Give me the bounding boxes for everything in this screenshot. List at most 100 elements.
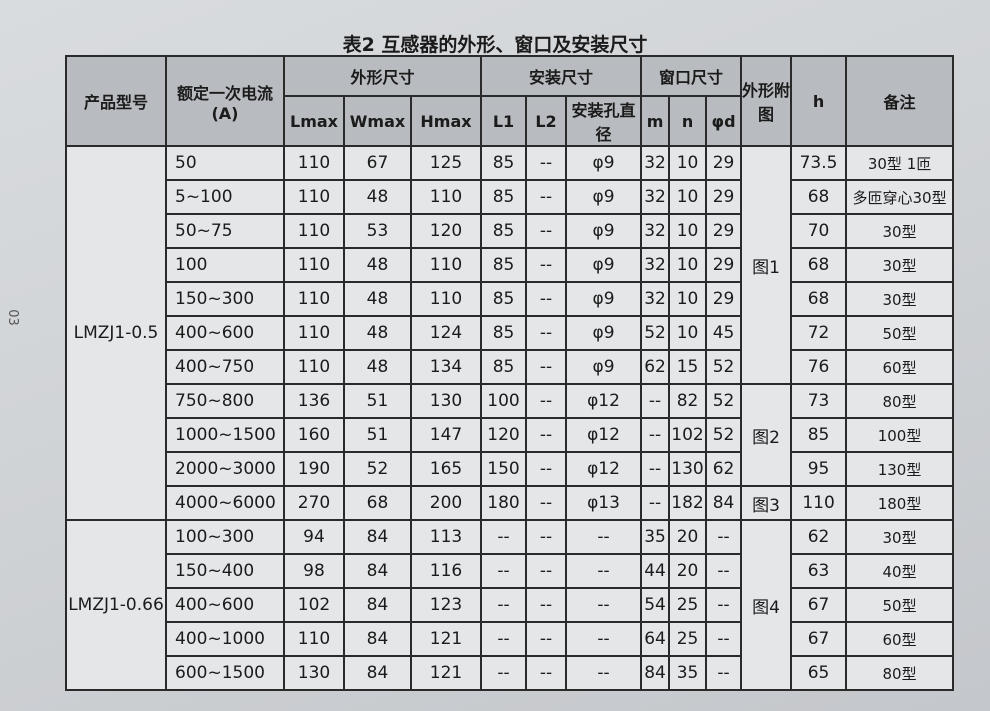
hole-cell: --	[565, 587, 643, 623]
lmax-cell: 190	[283, 451, 345, 487]
header-model: 产品型号	[65, 55, 167, 147]
current-cell: 2000~3000	[165, 451, 285, 487]
hole-cell: φ13	[565, 485, 643, 521]
h-cell: 65	[790, 655, 848, 691]
hmax-cell: 110	[409, 281, 483, 317]
note-cell: 多匝穿心30型	[845, 179, 955, 215]
d-cell: --	[705, 655, 743, 691]
wmax-cell: 84	[343, 655, 412, 691]
h-cell: 62	[790, 519, 848, 555]
d-cell: 52	[705, 417, 743, 453]
h-cell: 76	[790, 349, 848, 385]
l2-cell: --	[525, 247, 568, 283]
current-cell: 400~600	[165, 587, 285, 623]
hmax-cell: 110	[409, 179, 483, 215]
l2-cell: --	[525, 485, 568, 521]
l2-cell: --	[525, 655, 568, 691]
current-cell: 50	[165, 145, 285, 181]
m-cell: 64	[640, 621, 671, 657]
hmax-cell: 116	[409, 553, 483, 589]
current-cell: 150~400	[165, 553, 285, 589]
m-cell: 62	[640, 349, 671, 385]
hole-cell: --	[565, 519, 643, 555]
lmax-cell: 94	[283, 519, 345, 555]
hole-cell: φ9	[565, 213, 643, 249]
page-number: 03	[4, 309, 20, 326]
h-cell: 73.5	[790, 145, 848, 181]
hmax-cell: 113	[409, 519, 483, 555]
n-cell: 10	[668, 281, 708, 317]
header-mount: 安装尺寸	[480, 55, 643, 97]
h-cell: 67	[790, 587, 848, 623]
note-cell: 50型	[845, 315, 955, 351]
l1-cell: 150	[480, 451, 528, 487]
note-cell: 30型	[845, 281, 955, 317]
hmax-cell: 125	[409, 145, 483, 181]
hmax-cell: 147	[409, 417, 483, 453]
l1-cell: 85	[480, 179, 528, 215]
header-hmax: Hmax	[409, 95, 483, 147]
wmax-cell: 67	[343, 145, 412, 181]
l1-cell: 120	[480, 417, 528, 453]
note-cell: 40型	[845, 553, 955, 589]
hole-cell: φ12	[565, 417, 643, 453]
current-cell: 5~100	[165, 179, 285, 215]
current-cell: 600~1500	[165, 655, 285, 691]
note-cell: 50型	[845, 587, 955, 623]
table-row: 150~400 98 84 116 -- -- -- 44 20 -- 63 40型	[66, 553, 955, 589]
current-cell: 400~750	[165, 349, 285, 385]
wmax-cell: 48	[343, 179, 412, 215]
model-cell: LMZJ1-0.5	[65, 145, 167, 521]
lmax-cell: 270	[283, 485, 345, 521]
lmax-cell: 98	[283, 553, 345, 589]
lmax-cell: 110	[283, 349, 345, 385]
d-cell: 84	[705, 485, 743, 521]
current-cell: 400~600	[165, 315, 285, 351]
table-row: 2000~3000 190 52 165 150 -- φ12 -- 130 62 95 130型	[66, 451, 955, 487]
l2-cell: --	[525, 553, 568, 589]
lmax-cell: 110	[283, 281, 345, 317]
table-row: 400~1000 110 84 121 -- -- -- 64 25 -- 67 60型	[66, 621, 955, 657]
l2-cell: --	[525, 349, 568, 385]
table-row: LMZJ1-0.66 100~300 94 84 113 -- -- -- 35 20 -- 图4 62…	[65, 519, 955, 691]
current-cell: 4000~6000	[165, 485, 285, 521]
l1-cell: 85	[480, 315, 528, 351]
n-cell: 10	[668, 145, 708, 181]
hole-cell: φ9	[565, 315, 643, 351]
hole-cell: φ12	[565, 451, 643, 487]
note-cell: 30型 1匝	[845, 145, 955, 181]
table-row: 600~1500 130 84 121 -- -- -- 84 35 -- 65 80型	[66, 655, 955, 691]
l1-cell: 85	[480, 349, 528, 385]
hole-cell: --	[565, 553, 643, 589]
table-row: 150~300 110 48 110 85 -- φ9 32 10 29 68 30型	[66, 281, 955, 317]
l2-cell: --	[525, 621, 568, 657]
hole-cell: φ9	[565, 247, 643, 283]
l2-cell: --	[525, 383, 568, 419]
current-cell: 100~300	[165, 519, 285, 555]
hmax-cell: 134	[409, 349, 483, 385]
wmax-cell: 48	[343, 247, 412, 283]
header-n: n	[668, 95, 708, 147]
l2-cell: --	[525, 281, 568, 317]
hole-cell: φ9	[565, 145, 643, 181]
d-cell: --	[705, 621, 743, 657]
note-cell: 30型	[845, 519, 955, 555]
current-cell: 100	[165, 247, 285, 283]
lmax-cell: 110	[283, 213, 345, 249]
n-cell: 15	[668, 349, 708, 385]
d-cell: 52	[705, 383, 743, 419]
header-d: φd	[705, 95, 743, 147]
h-cell: 67	[790, 621, 848, 657]
n-cell: 25	[668, 621, 708, 657]
l1-cell: --	[480, 587, 528, 623]
l1-cell: 85	[480, 213, 528, 249]
n-cell: 10	[668, 213, 708, 249]
n-cell: 102	[668, 417, 708, 453]
wmax-cell: 48	[343, 349, 412, 385]
current-cell: 750~800	[165, 383, 285, 419]
lmax-cell: 136	[283, 383, 345, 419]
l2-cell: --	[525, 587, 568, 623]
m-cell: 32	[640, 281, 671, 317]
n-cell: 20	[668, 553, 708, 589]
hmax-cell: 130	[409, 383, 483, 419]
